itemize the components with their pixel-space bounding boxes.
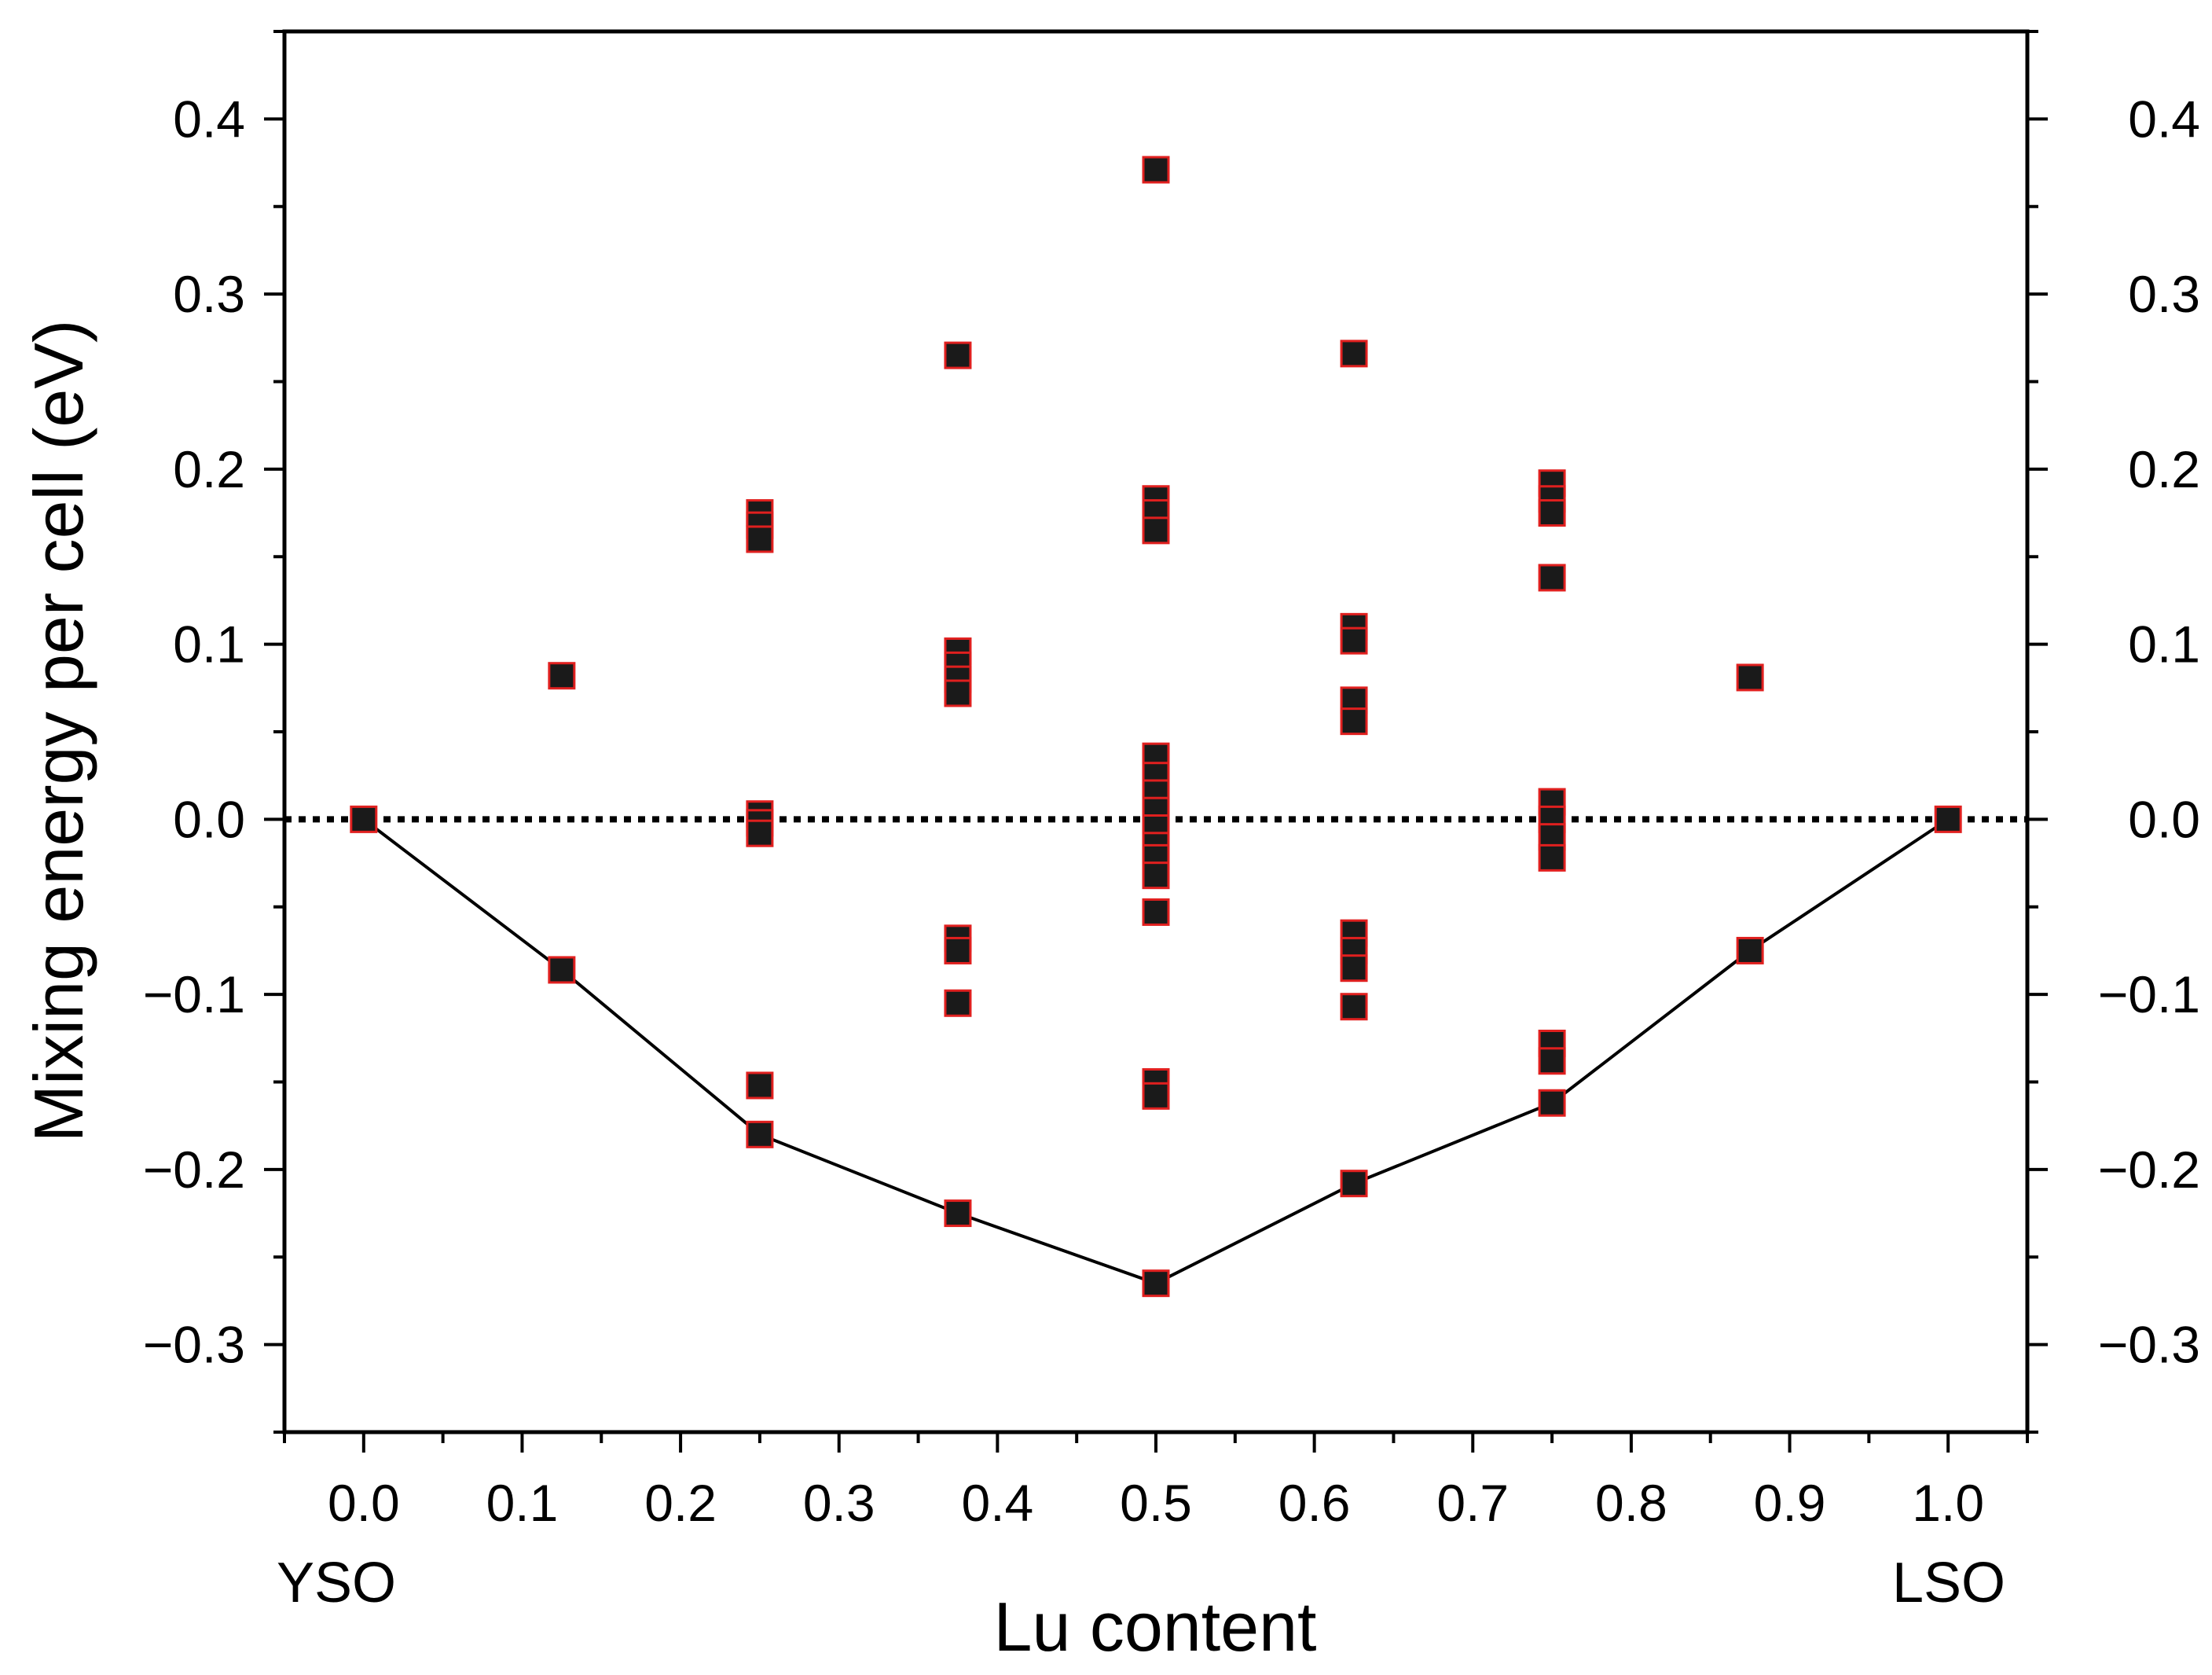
data-point xyxy=(1340,707,1368,736)
y-tick-label-right: 0.1 xyxy=(2128,615,2200,674)
x-tick-label: 0.8 xyxy=(1595,1474,1667,1532)
data-point xyxy=(1142,898,1170,926)
data-point xyxy=(944,1199,972,1228)
y-tick-label-right: 0.0 xyxy=(2128,790,2200,848)
lso-end-label: LSO xyxy=(1892,1552,2005,1614)
data-point xyxy=(350,805,378,833)
data-point xyxy=(1538,564,1566,592)
data-point xyxy=(1142,861,1170,890)
data-point xyxy=(1340,954,1368,983)
data-point xyxy=(944,341,972,369)
data-point xyxy=(1340,340,1368,368)
x-tick-label: 0.6 xyxy=(1278,1474,1351,1532)
data-point xyxy=(1340,993,1368,1021)
y-tick-label-left: 0.0 xyxy=(173,790,245,848)
data-point xyxy=(746,1120,774,1148)
data-point xyxy=(1934,805,1962,833)
data-point xyxy=(1142,156,1170,184)
y-tick-label-right: 0.3 xyxy=(2128,265,2200,323)
y-tick-label-left: 0.1 xyxy=(173,615,245,674)
x-tick-label: 0.0 xyxy=(328,1474,400,1532)
x-tick-label: 0.4 xyxy=(961,1474,1033,1532)
y-tick-label-left: 0.2 xyxy=(173,440,245,498)
x-tick-label: 1.0 xyxy=(1912,1474,1984,1532)
x-tick-label: 0.1 xyxy=(486,1474,559,1532)
y-tick-label-right: 0.4 xyxy=(2128,90,2200,148)
x-tick-label: 0.5 xyxy=(1120,1474,1192,1532)
x-tick-label: 0.9 xyxy=(1754,1474,1826,1532)
data-point xyxy=(548,956,576,984)
y-tick-label-right: −0.3 xyxy=(2098,1316,2200,1374)
y-tick-label-left: 0.3 xyxy=(173,265,245,323)
y-tick-label-right: −0.2 xyxy=(2098,1141,2200,1199)
data-point xyxy=(1142,516,1170,545)
x-tick-label: 0.7 xyxy=(1436,1474,1509,1532)
data-point xyxy=(1736,663,1764,692)
data-point xyxy=(746,819,774,847)
x-axis-title: Lu content xyxy=(994,1588,1317,1666)
yso-end-label: YSO xyxy=(277,1552,396,1614)
y-tick-label-left: −0.1 xyxy=(143,965,245,1023)
data-point xyxy=(1538,499,1566,527)
x-tick-label: 0.2 xyxy=(644,1474,717,1532)
data-point xyxy=(1142,1269,1170,1298)
data-point xyxy=(1340,1170,1368,1198)
data-point xyxy=(1340,626,1368,655)
y-tick-label-right: −0.1 xyxy=(2098,965,2200,1023)
y-axis-title: Mixing energy per cell (eV) xyxy=(20,320,97,1143)
y-tick-label-left: 0.4 xyxy=(173,90,245,148)
data-point xyxy=(1538,1047,1566,1075)
data-point xyxy=(746,525,774,553)
y-tick-label-right: 0.2 xyxy=(2128,440,2200,498)
data-point xyxy=(944,936,972,964)
data-point xyxy=(1736,936,1764,964)
y-tick-label-left: −0.2 xyxy=(143,1141,245,1199)
data-point xyxy=(944,989,972,1017)
data-point xyxy=(1538,843,1566,872)
x-tick-label: 0.3 xyxy=(803,1474,875,1532)
data-point xyxy=(746,1071,774,1100)
data-point xyxy=(1142,1082,1170,1110)
data-point xyxy=(548,662,576,690)
data-point xyxy=(1538,1089,1566,1117)
y-tick-label-left: −0.3 xyxy=(143,1316,245,1374)
data-point xyxy=(944,679,972,707)
